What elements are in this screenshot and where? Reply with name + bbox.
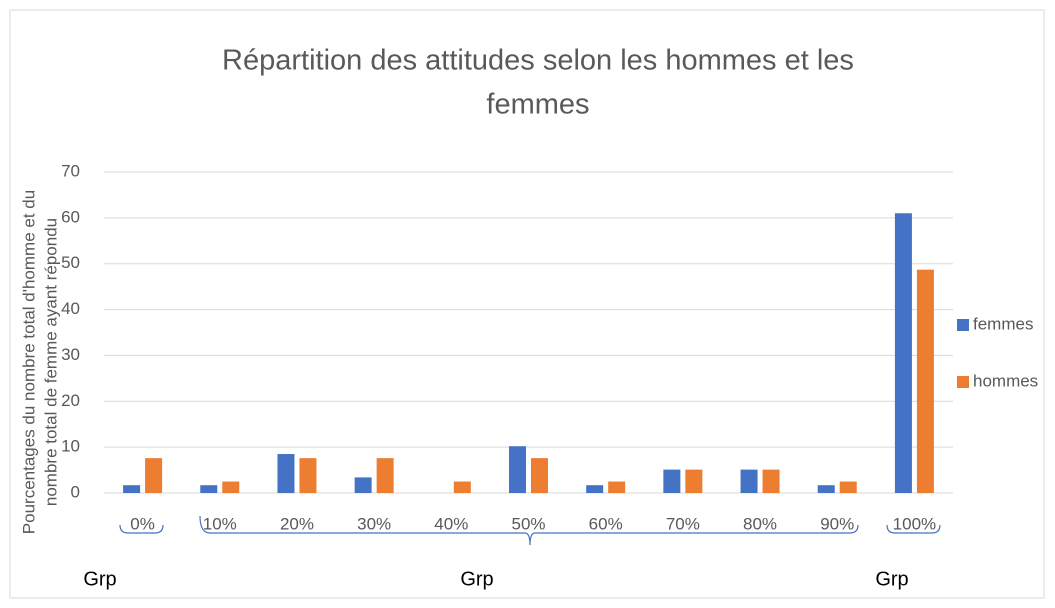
x-tick-label: 100%: [893, 514, 936, 533]
brace: [886, 524, 941, 534]
y-tick-label: 50: [61, 253, 80, 272]
bar: [663, 469, 681, 493]
bar: [509, 446, 526, 493]
bar: [376, 458, 394, 493]
bar: [354, 477, 372, 493]
y-tick-label: 20: [61, 391, 80, 410]
y-tick-label: 0: [71, 482, 80, 501]
legend-label: hommes: [973, 371, 1038, 390]
bar: [894, 213, 912, 493]
y-tick-label: 70: [61, 161, 80, 180]
x-tick-label: 0%: [130, 514, 155, 533]
group-braces: [119, 515, 941, 546]
x-tick-label: 50%: [511, 514, 545, 533]
bar: [145, 458, 163, 493]
y-tick-label: 10: [61, 437, 80, 456]
group-label: Grp: [875, 568, 908, 590]
bar: [299, 458, 317, 493]
brace: [119, 524, 164, 534]
y-tick-label: 40: [61, 299, 80, 318]
bar: [839, 481, 857, 493]
chart-title: Répartition des attitudes selon les homm…: [222, 45, 854, 77]
y-tick-label: 60: [61, 207, 80, 226]
bar: [685, 469, 703, 493]
brace: [199, 515, 859, 546]
bar: [916, 269, 934, 493]
bar: [531, 458, 548, 493]
bar: [123, 485, 141, 493]
legend-label: femmes: [973, 314, 1033, 333]
y-axis-title-line: nombre total de femme ayant répondu: [41, 218, 60, 506]
x-tick-label: 20%: [280, 514, 314, 533]
bar: [200, 485, 218, 493]
chart-border: [9, 9, 1045, 599]
bar: [608, 481, 626, 493]
bar: [453, 481, 471, 493]
y-axis-title: Pourcentages du nombre total d'homme et …: [19, 190, 60, 534]
bar: [222, 481, 240, 493]
x-tick-label: 40%: [434, 514, 468, 533]
x-tick-label: 80%: [743, 514, 777, 533]
bar: [586, 485, 604, 493]
legend-swatch: [957, 376, 969, 388]
x-tick-label: 90%: [820, 514, 854, 533]
x-tick-label: 10%: [203, 514, 237, 533]
x-tick-label: 30%: [357, 514, 391, 533]
bar: [762, 469, 780, 493]
y-axis-title-line: Pourcentages du nombre total d'homme et …: [19, 190, 38, 534]
group-label: Grp: [83, 568, 116, 590]
x-tick-label: 60%: [589, 514, 623, 533]
group-label: Grp: [460, 568, 493, 590]
bar: [277, 454, 295, 493]
bar: [740, 469, 758, 493]
y-tick-label: 30: [61, 345, 80, 364]
chart-title: femmes: [486, 89, 589, 121]
bar: [817, 485, 835, 493]
x-tick-label: 70%: [666, 514, 700, 533]
legend-swatch: [957, 319, 969, 331]
